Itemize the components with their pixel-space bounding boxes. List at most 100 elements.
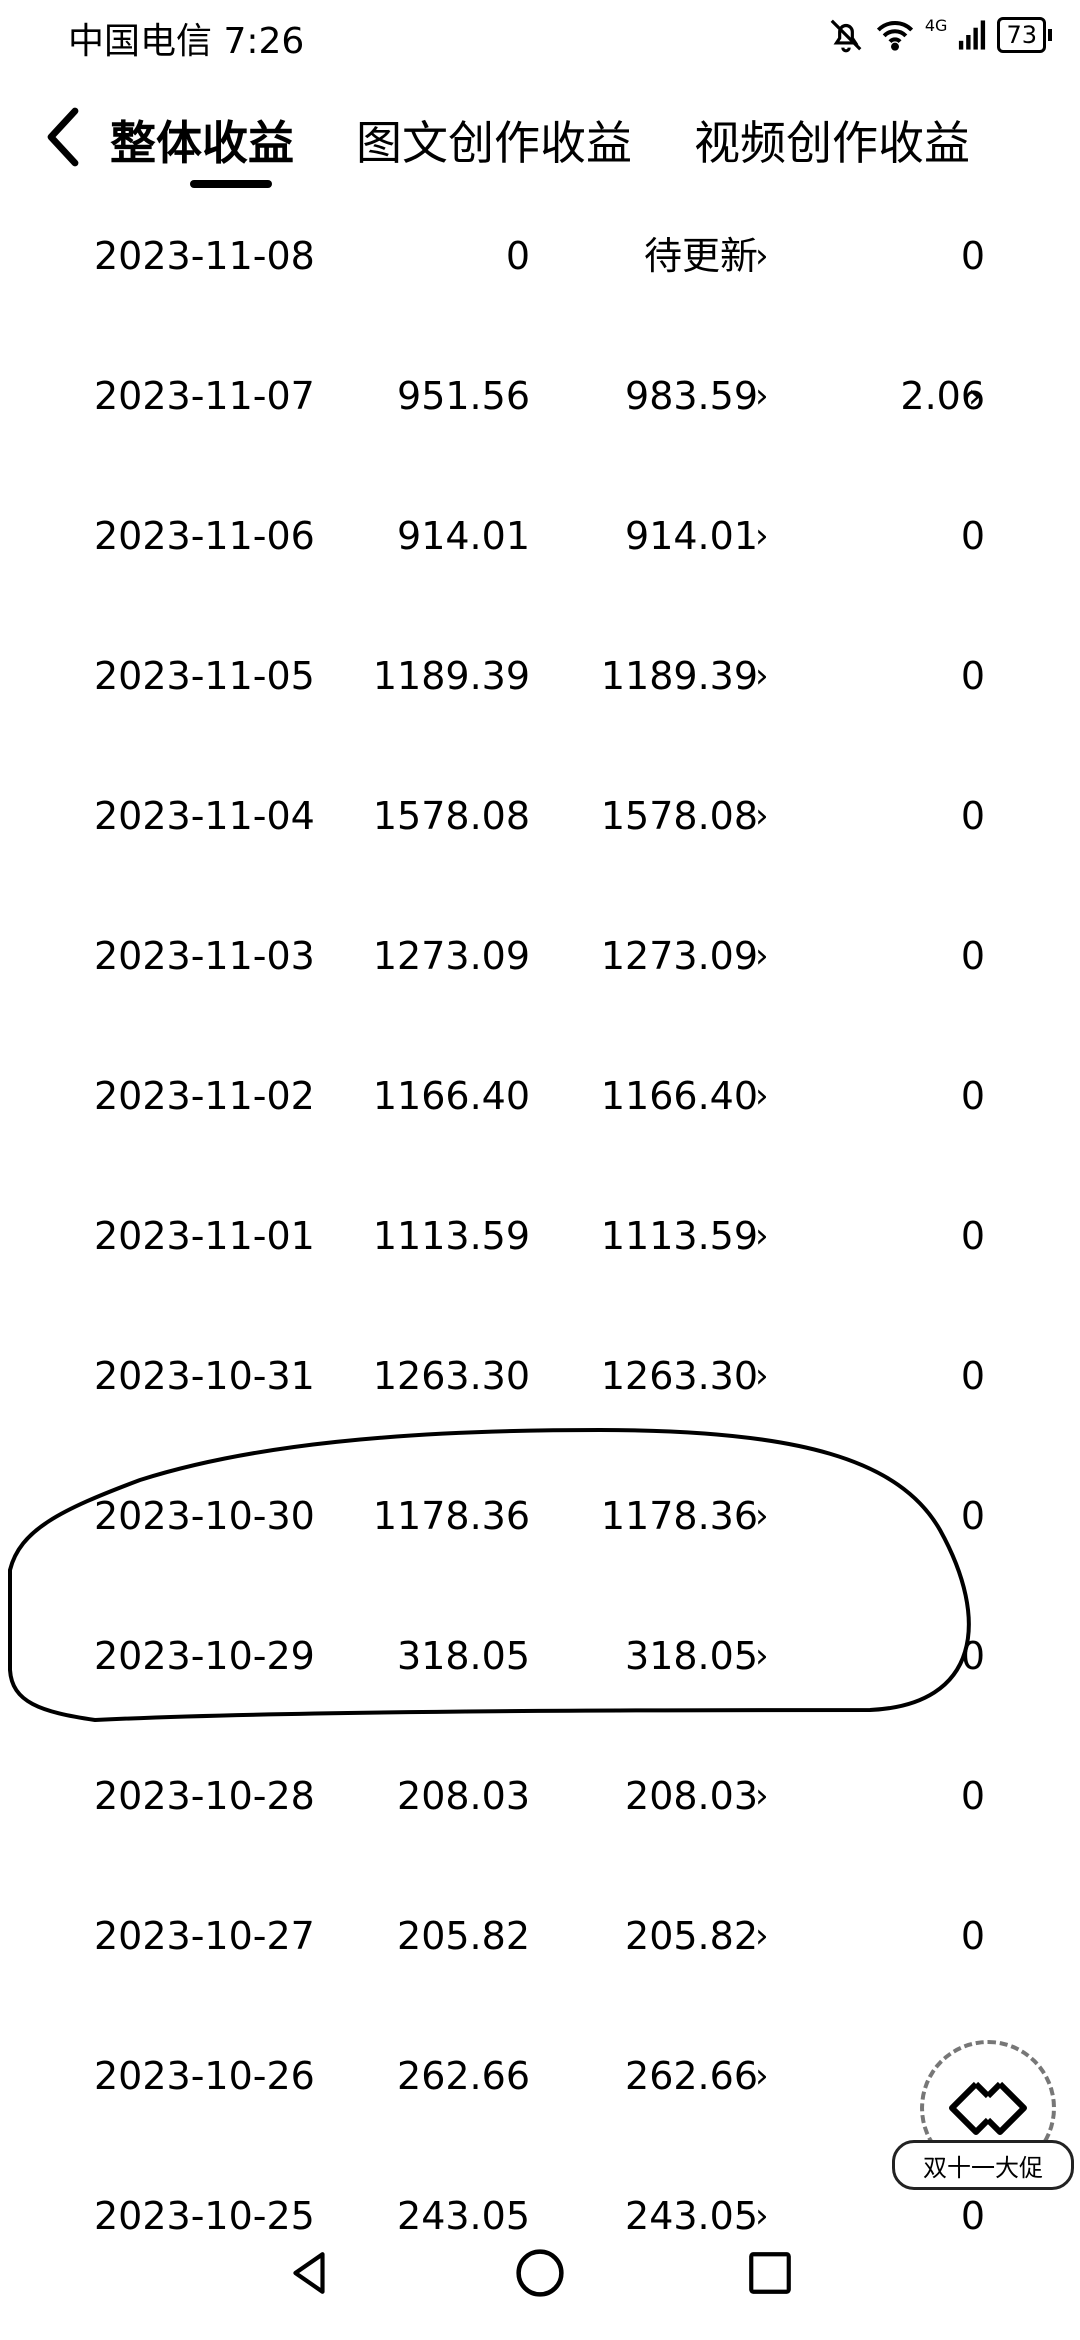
chevron-right-icon[interactable]: › bbox=[755, 1496, 769, 1536]
row-graphic-earnings[interactable]: 1178.36 bbox=[600, 1494, 758, 1538]
table-row[interactable]: 2023-10-26 262.66 262.66 › bbox=[0, 2008, 1080, 2148]
row-video-earnings: 0 bbox=[960, 514, 985, 558]
header: 整体收益 图文创作收益 视频创作收益 bbox=[0, 80, 1080, 200]
table-row[interactable]: 2023-11-04 1578.08 1578.08 › 0 bbox=[0, 748, 1080, 888]
row-video-earnings: 0 bbox=[960, 234, 985, 278]
row-graphic-earnings[interactable]: 1166.40 bbox=[600, 1074, 758, 1118]
chevron-right-icon[interactable]: › bbox=[755, 1356, 769, 1396]
square-recents-icon bbox=[745, 2248, 795, 2302]
row-total-earnings: 243.05 bbox=[397, 2194, 530, 2238]
row-total-earnings: 205.82 bbox=[397, 1914, 530, 1958]
chevron-right-icon[interactable]: › bbox=[755, 656, 769, 696]
row-graphic-earnings[interactable]: 1273.09 bbox=[600, 934, 758, 978]
chevron-right-icon[interactable]: › bbox=[755, 1776, 769, 1816]
row-graphic-earnings[interactable]: 待更新 bbox=[643, 234, 758, 278]
row-total-earnings: 1273.09 bbox=[372, 934, 530, 978]
tab-label: 视频创作收益 bbox=[694, 116, 970, 170]
chevron-right-icon[interactable]: › bbox=[755, 796, 769, 836]
chevron-right-icon[interactable]: › bbox=[755, 516, 769, 556]
row-graphic-earnings[interactable]: 1578.08 bbox=[600, 794, 758, 838]
table-row[interactable]: 2023-10-29 318.05 318.05 › 0 bbox=[0, 1588, 1080, 1728]
system-nav-bar bbox=[0, 2210, 1080, 2340]
carrier-time: 中国电信 7:26 bbox=[68, 21, 305, 62]
chevron-right-icon[interactable]: › bbox=[755, 1636, 769, 1676]
row-graphic-earnings[interactable]: 208.03 bbox=[625, 1774, 758, 1818]
tab-video-earnings[interactable]: 视频创作收益 bbox=[694, 80, 970, 200]
chevron-right-icon[interactable]: › bbox=[755, 936, 769, 976]
row-video-earnings: 0 bbox=[960, 1074, 985, 1118]
row-video-earnings: 0 bbox=[960, 1354, 985, 1398]
row-date: 2023-10-25 bbox=[94, 2194, 315, 2238]
chevron-right-icon[interactable]: › bbox=[755, 376, 769, 416]
row-graphic-earnings[interactable]: 1113.59 bbox=[600, 1214, 758, 1258]
nav-home-button[interactable] bbox=[500, 2235, 580, 2315]
table-row[interactable]: 2023-11-08 0 待更新 › 0 bbox=[0, 188, 1080, 328]
row-graphic-earnings[interactable]: 262.66 bbox=[625, 2054, 758, 2098]
bell-off-icon bbox=[827, 16, 865, 54]
battery-level: 73 bbox=[997, 17, 1046, 53]
chevron-right-icon[interactable]: › bbox=[755, 1216, 769, 1256]
row-graphic-earnings[interactable]: 983.59 bbox=[625, 374, 758, 418]
back-button[interactable] bbox=[28, 104, 98, 174]
row-date: 2023-10-31 bbox=[94, 1354, 315, 1398]
tab-graphic-earnings[interactable]: 图文创作收益 bbox=[356, 80, 632, 200]
row-date: 2023-11-01 bbox=[94, 1214, 315, 1258]
tab-overall-earnings[interactable]: 整体收益 bbox=[110, 80, 294, 200]
chevron-right-icon[interactable]: › bbox=[755, 1916, 769, 1956]
table-row[interactable]: 2023-11-07 951.56 983.59 › 2.06 › bbox=[0, 328, 1080, 468]
table-row[interactable]: 2023-11-06 914.01 914.01 › 0 bbox=[0, 468, 1080, 608]
row-graphic-earnings[interactable]: 318.05 bbox=[625, 1634, 758, 1678]
row-total-earnings: 1578.08 bbox=[372, 794, 530, 838]
row-total-earnings: 1113.59 bbox=[372, 1214, 530, 1258]
table-row[interactable]: 2023-10-27 205.82 205.82 › 0 bbox=[0, 1868, 1080, 2008]
row-date: 2023-10-27 bbox=[94, 1914, 315, 1958]
floating-promo-badge[interactable]: 双十一大促 bbox=[890, 2040, 1080, 2200]
circle-home-icon bbox=[513, 2246, 567, 2304]
table-row[interactable]: 2023-11-02 1166.40 1166.40 › 0 bbox=[0, 1028, 1080, 1168]
tab-label: 图文创作收益 bbox=[356, 116, 632, 170]
tab-label: 整体收益 bbox=[110, 116, 294, 170]
triangle-back-icon bbox=[285, 2248, 335, 2302]
row-video-earnings: 0 bbox=[960, 934, 985, 978]
row-video-earnings: 0 bbox=[960, 654, 985, 698]
table-row[interactable]: 2023-11-05 1189.39 1189.39 › 0 bbox=[0, 608, 1080, 748]
nav-back-button[interactable] bbox=[270, 2235, 350, 2315]
battery-icon: 73 bbox=[997, 17, 1052, 53]
promo-label: 双十一大促 bbox=[892, 2140, 1074, 2190]
chevron-left-icon bbox=[43, 105, 83, 173]
row-video-earnings: 0 bbox=[960, 1634, 985, 1678]
chevron-right-icon[interactable]: › bbox=[755, 2056, 769, 2096]
row-date: 2023-11-02 bbox=[94, 1074, 315, 1118]
row-total-earnings: 914.01 bbox=[397, 514, 530, 558]
chevron-right-icon[interactable]: › bbox=[968, 376, 982, 416]
row-date: 2023-11-03 bbox=[94, 934, 315, 978]
table-row[interactable]: 2023-11-01 1113.59 1113.59 › 0 bbox=[0, 1168, 1080, 1308]
row-video-earnings[interactable]: 2.06 bbox=[900, 374, 985, 418]
row-date: 2023-10-26 bbox=[94, 2054, 315, 2098]
table-row[interactable]: 2023-10-28 208.03 208.03 › 0 bbox=[0, 1728, 1080, 1868]
row-total-earnings: 208.03 bbox=[397, 1774, 530, 1818]
chevron-right-icon[interactable]: › bbox=[755, 236, 769, 276]
row-graphic-earnings[interactable]: 1263.30 bbox=[600, 1354, 758, 1398]
row-date: 2023-11-05 bbox=[94, 654, 315, 698]
nav-recents-button[interactable] bbox=[730, 2235, 810, 2315]
chevron-right-icon[interactable]: › bbox=[755, 1076, 769, 1116]
row-graphic-earnings[interactable]: 243.05 bbox=[625, 2194, 758, 2238]
chevron-right-icon[interactable]: › bbox=[755, 2196, 769, 2236]
table-row[interactable]: 2023-10-31 1263.30 1263.30 › 0 bbox=[0, 1308, 1080, 1448]
table-row[interactable]: 2023-10-30 1178.36 1178.36 › 0 bbox=[0, 1448, 1080, 1588]
tab-bar: 整体收益 图文创作收益 视频创作收益 bbox=[110, 80, 1080, 200]
row-graphic-earnings[interactable]: 205.82 bbox=[625, 1914, 758, 1958]
row-date: 2023-11-04 bbox=[94, 794, 315, 838]
row-graphic-earnings[interactable]: 1189.39 bbox=[600, 654, 758, 698]
row-total-earnings: 1166.40 bbox=[372, 1074, 530, 1118]
table-row[interactable]: 2023-10-25 243.05 243.05 › 0 bbox=[0, 2148, 1080, 2288]
row-total-earnings: 0 bbox=[505, 234, 530, 278]
table-row[interactable]: 2023-11-03 1273.09 1273.09 › 0 bbox=[0, 888, 1080, 1028]
row-total-earnings: 951.56 bbox=[397, 374, 530, 418]
row-graphic-earnings[interactable]: 914.01 bbox=[625, 514, 758, 558]
earnings-table: 2023-11-08 0 待更新 › 0 2023-11-07 951.56 983.59 › 2… bbox=[0, 188, 1080, 2288]
row-total-earnings: 262.66 bbox=[397, 2054, 530, 2098]
row-video-earnings: 0 bbox=[960, 2194, 985, 2238]
row-total-earnings: 1263.30 bbox=[372, 1354, 530, 1398]
